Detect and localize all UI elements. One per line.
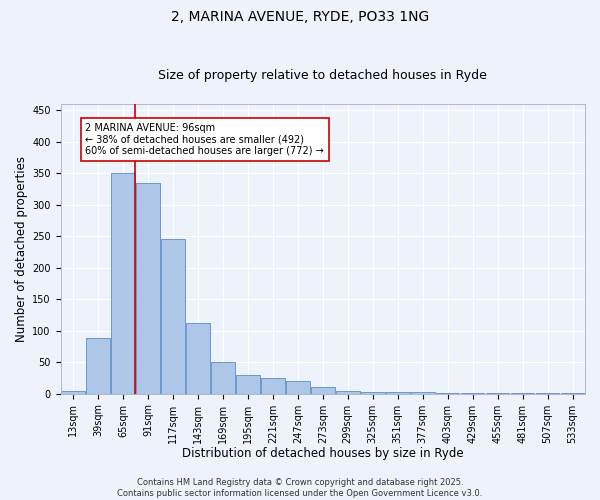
Bar: [286, 381, 310, 394]
Bar: [336, 390, 359, 394]
Bar: [86, 338, 110, 394]
Bar: [486, 393, 509, 394]
Bar: [536, 393, 559, 394]
Bar: [411, 392, 434, 394]
Bar: [386, 392, 410, 394]
Text: 2, MARINA AVENUE, RYDE, PO33 1NG: 2, MARINA AVENUE, RYDE, PO33 1NG: [171, 10, 429, 24]
Bar: [111, 174, 135, 394]
Text: 2 MARINA AVENUE: 96sqm
← 38% of detached houses are smaller (492)
60% of semi-de: 2 MARINA AVENUE: 96sqm ← 38% of detached…: [85, 123, 324, 156]
Bar: [136, 182, 160, 394]
Bar: [236, 375, 260, 394]
Text: Contains HM Land Registry data © Crown copyright and database right 2025.
Contai: Contains HM Land Registry data © Crown c…: [118, 478, 482, 498]
Bar: [311, 388, 335, 394]
Y-axis label: Number of detached properties: Number of detached properties: [15, 156, 28, 342]
Bar: [361, 392, 385, 394]
Bar: [511, 393, 535, 394]
Bar: [261, 378, 284, 394]
Bar: [186, 322, 210, 394]
Bar: [161, 240, 185, 394]
Bar: [436, 393, 460, 394]
Bar: [560, 393, 584, 394]
X-axis label: Distribution of detached houses by size in Ryde: Distribution of detached houses by size …: [182, 447, 464, 460]
Title: Size of property relative to detached houses in Ryde: Size of property relative to detached ho…: [158, 69, 487, 82]
Bar: [461, 393, 484, 394]
Bar: [211, 362, 235, 394]
Bar: [61, 390, 85, 394]
